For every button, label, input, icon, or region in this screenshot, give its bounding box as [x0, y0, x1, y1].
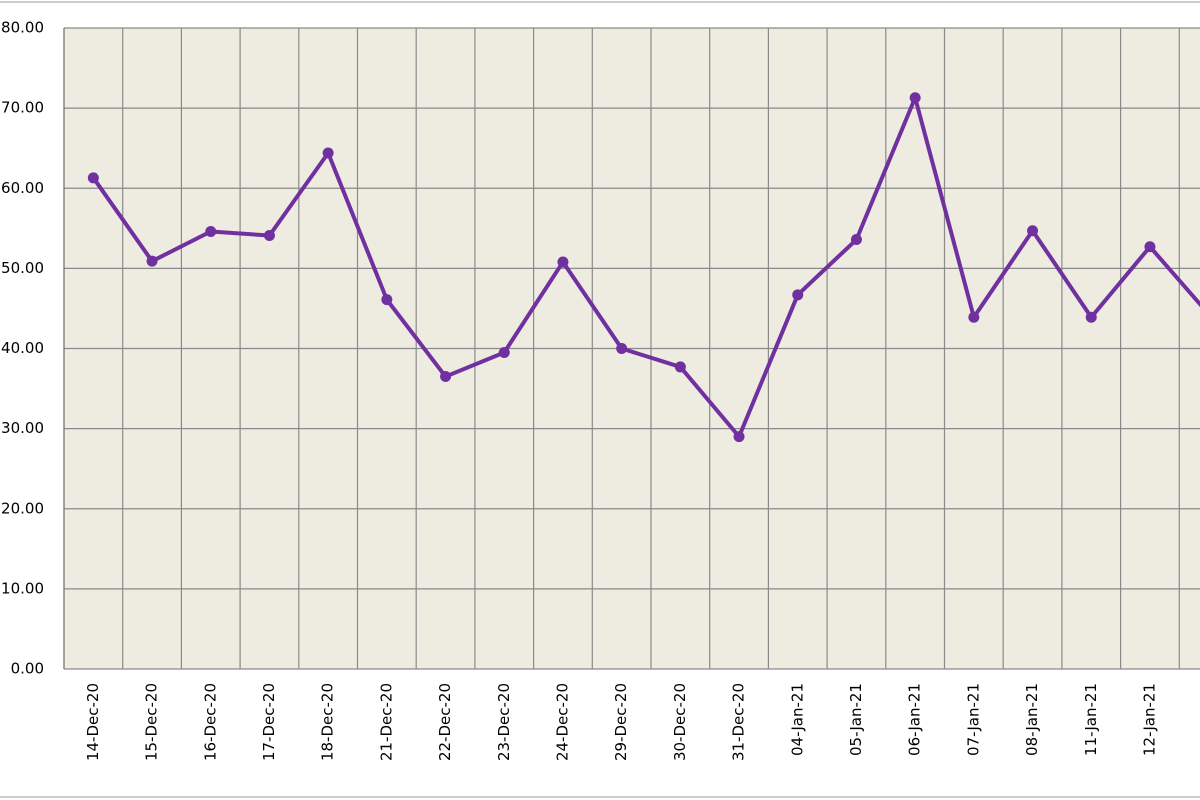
data-point [1027, 225, 1039, 237]
x-tick-label: 06-Jan-21 [906, 683, 924, 756]
x-tick-label: 11-Jan-21 [1082, 683, 1100, 756]
y-tick-label: 60.00 [1, 179, 44, 197]
data-point [1085, 311, 1097, 323]
data-point [146, 255, 158, 267]
x-tick-label: 23-Dec-20 [495, 683, 513, 761]
x-tick-label: 29-Dec-20 [612, 683, 630, 761]
x-tick-label: 04-Jan-21 [788, 683, 806, 756]
data-point [616, 343, 628, 354]
data-point [909, 92, 921, 104]
data-point [322, 147, 334, 159]
data-line [91, 95, 1200, 439]
x-tick-label: 24-Dec-20 [553, 683, 571, 761]
data-point [87, 172, 99, 184]
x-tick-label: 21-Dec-20 [377, 683, 395, 761]
x-tick-label: 14-Dec-20 [84, 683, 102, 761]
data-point [733, 431, 745, 443]
data-point [498, 347, 510, 359]
x-tick-label: 18-Dec-20 [319, 683, 337, 761]
data-point [968, 311, 980, 323]
data-point [381, 294, 393, 306]
data-point [440, 371, 452, 383]
y-tick-label: 30.00 [1, 419, 44, 437]
data-point [674, 361, 686, 373]
y-tick-label: 80.00 [1, 19, 44, 37]
data-point [792, 289, 804, 301]
data-point [557, 256, 569, 268]
x-tick-label: 16-Dec-20 [201, 683, 219, 761]
data-point [205, 226, 217, 238]
y-tick-label: 70.00 [1, 99, 44, 117]
x-tick-label: 07-Jan-21 [964, 683, 982, 756]
y-tick-label: 50.00 [1, 259, 44, 277]
y-tick-label: 40.00 [1, 339, 44, 357]
x-tick-label: 08-Jan-21 [1023, 683, 1041, 756]
x-tick-label: 22-Dec-20 [436, 683, 454, 761]
x-tick-label: 17-Dec-20 [260, 683, 278, 761]
data-point [850, 234, 862, 246]
data-point [263, 230, 275, 242]
x-tick-label: 31-Dec-20 [730, 683, 748, 761]
x-tick-label: 12-Jan-21 [1140, 683, 1158, 756]
y-tick-label: 0.00 [11, 660, 44, 678]
data-point [1144, 241, 1156, 253]
x-tick-label: 05-Jan-21 [847, 683, 865, 756]
y-tick-label: 10.00 [1, 579, 44, 597]
y-tick-label: 20.00 [1, 499, 44, 517]
x-tick-label: 30-Dec-20 [671, 683, 689, 761]
x-tick-label: 15-Dec-20 [143, 683, 161, 761]
